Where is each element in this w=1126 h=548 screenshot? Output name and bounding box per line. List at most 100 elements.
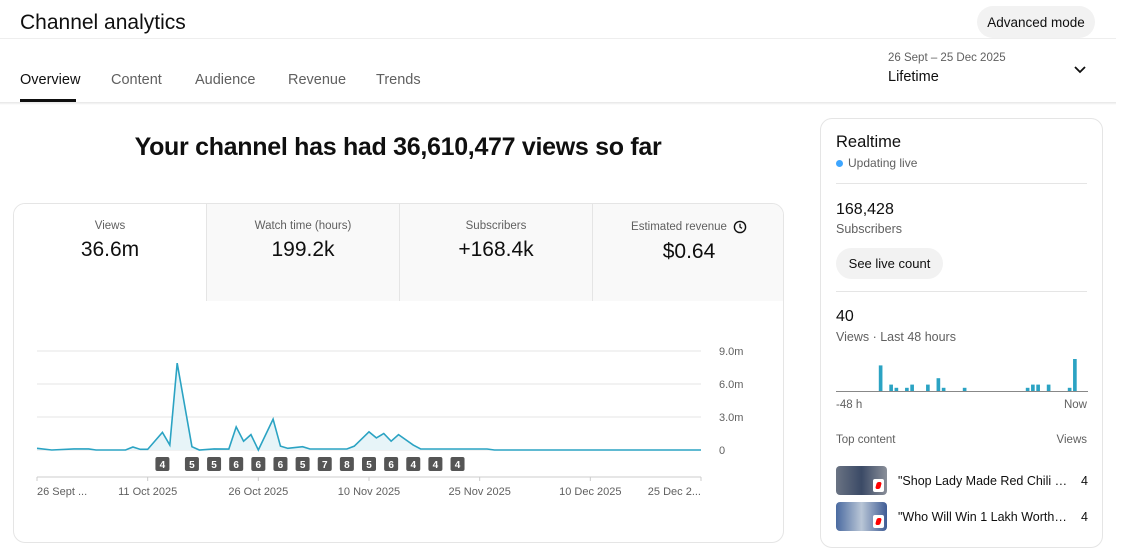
tab-trends[interactable]: Trends bbox=[376, 72, 421, 88]
views-column-label: Views bbox=[1056, 434, 1087, 446]
realtime-bar-chart bbox=[836, 359, 1088, 392]
realtime-bar bbox=[905, 387, 909, 391]
video-marker bbox=[184, 457, 199, 471]
x-tick-label: 11 Oct 2025 bbox=[118, 486, 177, 498]
realtime-views-label: Views · Last 48 hours bbox=[836, 330, 956, 344]
video-marker bbox=[207, 457, 222, 471]
overview-card: Views 36.6m Watch time (hours) 199.2k Su… bbox=[13, 203, 784, 543]
subscribers-label: Subscribers bbox=[836, 222, 902, 236]
metric-tab-views[interactable]: Views 36.6m bbox=[14, 204, 207, 301]
metric-value: $0.64 bbox=[662, 240, 716, 263]
video-marker bbox=[251, 457, 266, 471]
video-marker-label: 6 bbox=[233, 460, 239, 471]
series-area bbox=[37, 363, 701, 450]
page-title: Channel analytics bbox=[20, 11, 186, 34]
x-tick-label: 25 Nov 2025 bbox=[448, 486, 510, 498]
video-marker-label: 4 bbox=[160, 460, 166, 471]
tab-overview[interactable]: Overview bbox=[20, 72, 81, 88]
period-select[interactable]: Lifetime bbox=[888, 69, 939, 85]
metric-value: 36.6m bbox=[80, 238, 140, 261]
metric-label: Estimated revenue bbox=[631, 221, 727, 233]
metric-label: Watch time (hours) bbox=[254, 220, 352, 232]
metric-tab-subscribers[interactable]: Subscribers +168.4k bbox=[400, 204, 593, 301]
metric-value: +168.4k bbox=[458, 238, 534, 261]
video-title: "Shop Lady Made Red Chili C... bbox=[898, 474, 1068, 488]
x-tick-label: 26 Oct 2025 bbox=[228, 486, 288, 498]
video-marker bbox=[362, 457, 376, 471]
advanced-mode-button[interactable]: Advanced mode bbox=[977, 6, 1095, 38]
header-shadow bbox=[0, 102, 1116, 105]
video-marker-label: 4 bbox=[410, 460, 416, 471]
metric-value: 199.2k bbox=[271, 238, 335, 261]
video-views: 4 bbox=[1081, 474, 1088, 488]
video-marker bbox=[406, 457, 421, 471]
see-live-count-button[interactable]: See live count bbox=[836, 248, 943, 279]
metric-tab-watch-time[interactable]: Watch time (hours) 199.2k bbox=[207, 204, 400, 301]
live-dot-icon bbox=[836, 159, 843, 167]
realtime-bar bbox=[894, 387, 899, 391]
views-chart: 9.0m 6.0m 3.0m 0 4 5 5 6 6 6 5 7 8 5 6 4 4 4 26 Sept ... 11… bbox=[36, 346, 743, 498]
video-marker bbox=[339, 457, 354, 471]
realtime-bar bbox=[889, 384, 893, 391]
metric-label: Views bbox=[94, 220, 126, 232]
y-tick-label: 9.0m bbox=[719, 346, 743, 358]
realtime-bar bbox=[1067, 387, 1072, 391]
realtime-bar bbox=[941, 387, 946, 391]
video-marker-label: 7 bbox=[322, 460, 328, 471]
video-marker bbox=[317, 457, 332, 471]
divider bbox=[0, 38, 1116, 39]
top-content-item[interactable]: "Who Will Win 1 Lakh Worth o... 4 bbox=[836, 502, 1088, 532]
y-tick-label: 6.0m bbox=[719, 379, 743, 391]
axis-end: Now bbox=[1063, 399, 1087, 411]
video-marker bbox=[428, 457, 443, 471]
realtime-bar bbox=[878, 365, 883, 391]
tab-audience[interactable]: Audience bbox=[195, 72, 256, 88]
video-thumbnail bbox=[836, 466, 887, 495]
video-marker bbox=[450, 457, 465, 471]
tab-revenue[interactable]: Revenue bbox=[288, 72, 347, 88]
tab-content[interactable]: Content bbox=[111, 72, 162, 88]
x-tick-label: 25 Dec 2... bbox=[648, 486, 701, 498]
realtime-bar bbox=[936, 378, 941, 391]
video-marker-label: 5 bbox=[366, 460, 372, 471]
date-range[interactable]: 26 Sept – 25 Dec 2025 bbox=[888, 52, 1006, 64]
realtime-bar bbox=[1025, 387, 1030, 391]
shorts-icon bbox=[873, 479, 884, 492]
series-line bbox=[36, 362, 701, 452]
chevron-down-icon[interactable] bbox=[1072, 62, 1088, 78]
y-tick-label: 0 bbox=[719, 445, 725, 457]
video-views: 4 bbox=[1081, 510, 1088, 524]
metric-tab-revenue[interactable]: Estimated revenue $0.64 bbox=[593, 204, 783, 301]
video-marker-label: 8 bbox=[344, 460, 350, 471]
top-content-label: Top content bbox=[836, 434, 896, 446]
realtime-bar bbox=[1031, 384, 1035, 391]
total-views-headline: Your channel has had 36,610,477 views so… bbox=[134, 133, 662, 161]
video-thumbnail bbox=[836, 502, 887, 531]
realtime-bar bbox=[910, 384, 914, 391]
subscriber-count: 168,428 bbox=[836, 201, 894, 218]
metric-label: Subscribers bbox=[465, 220, 527, 232]
x-tick-label: 10 Nov 2025 bbox=[338, 486, 400, 498]
video-marker bbox=[295, 457, 310, 471]
shorts-icon bbox=[873, 515, 884, 528]
video-marker-label: 6 bbox=[388, 460, 394, 471]
video-marker-label: 6 bbox=[278, 460, 284, 471]
realtime-bar bbox=[1036, 384, 1040, 391]
divider bbox=[836, 183, 1087, 184]
realtime-bar bbox=[1073, 359, 1077, 391]
top-content-item[interactable]: "Shop Lady Made Red Chili C... 4 bbox=[836, 466, 1088, 496]
realtime-card: Realtime Updating live 168,428 Subscribe… bbox=[820, 118, 1103, 548]
video-marker-label: 4 bbox=[433, 460, 439, 471]
video-marker-label: 5 bbox=[189, 460, 195, 471]
x-tick-label: 10 Dec 2025 bbox=[559, 486, 621, 498]
video-marker-label: 6 bbox=[256, 460, 262, 471]
y-tick-label: 3.0m bbox=[719, 412, 743, 424]
video-title: "Who Will Win 1 Lakh Worth o... bbox=[898, 510, 1068, 524]
video-marker-label: 5 bbox=[300, 460, 306, 471]
video-marker-label: 4 bbox=[455, 460, 461, 471]
active-tab-indicator bbox=[20, 99, 76, 102]
video-marker bbox=[155, 457, 170, 471]
video-marker-label: 5 bbox=[211, 460, 217, 471]
divider bbox=[836, 291, 1087, 292]
video-marker bbox=[273, 457, 288, 471]
